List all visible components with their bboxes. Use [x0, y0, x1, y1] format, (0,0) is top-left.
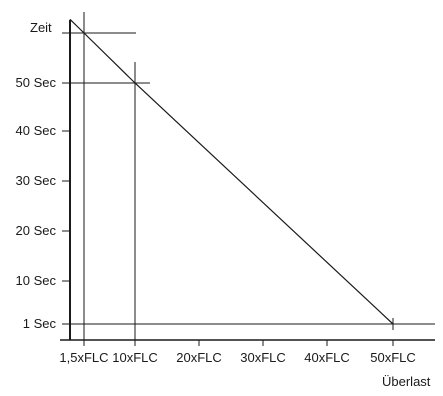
y-ticks: 50 Sec 40 Sec 30 Sec 20 Sec 10 Sec 1 Sec	[16, 75, 70, 331]
y-tick-label: 20 Sec	[16, 223, 57, 238]
x-tick-label: 30xFLC	[240, 350, 286, 365]
y-tick-label: 40 Sec	[16, 123, 57, 138]
x-tick-label: 50xFLC	[370, 350, 416, 365]
y-axis-label: Zeit	[30, 20, 52, 35]
y-tick-label: 10 Sec	[16, 273, 57, 288]
x-tick-label: 10xFLC	[112, 350, 158, 365]
x-tick-label: 20xFLC	[176, 350, 222, 365]
x-tick-label: 1,5xFLC	[59, 350, 108, 365]
x-ticks: 1,5xFLC 10xFLC 20xFLC 30xFLC 40xFLC 50xFLC	[59, 340, 416, 365]
x-tick-label: 40xFLC	[304, 350, 350, 365]
y-tick-label: 30 Sec	[16, 173, 57, 188]
series-group	[69, 18, 394, 325]
y-tick-label: 50 Sec	[16, 75, 57, 90]
x-axis-label: Überlast	[382, 374, 431, 389]
y-tick-label: 1 Sec	[23, 316, 57, 331]
series-line	[69, 18, 394, 325]
reference-lines	[62, 12, 435, 346]
